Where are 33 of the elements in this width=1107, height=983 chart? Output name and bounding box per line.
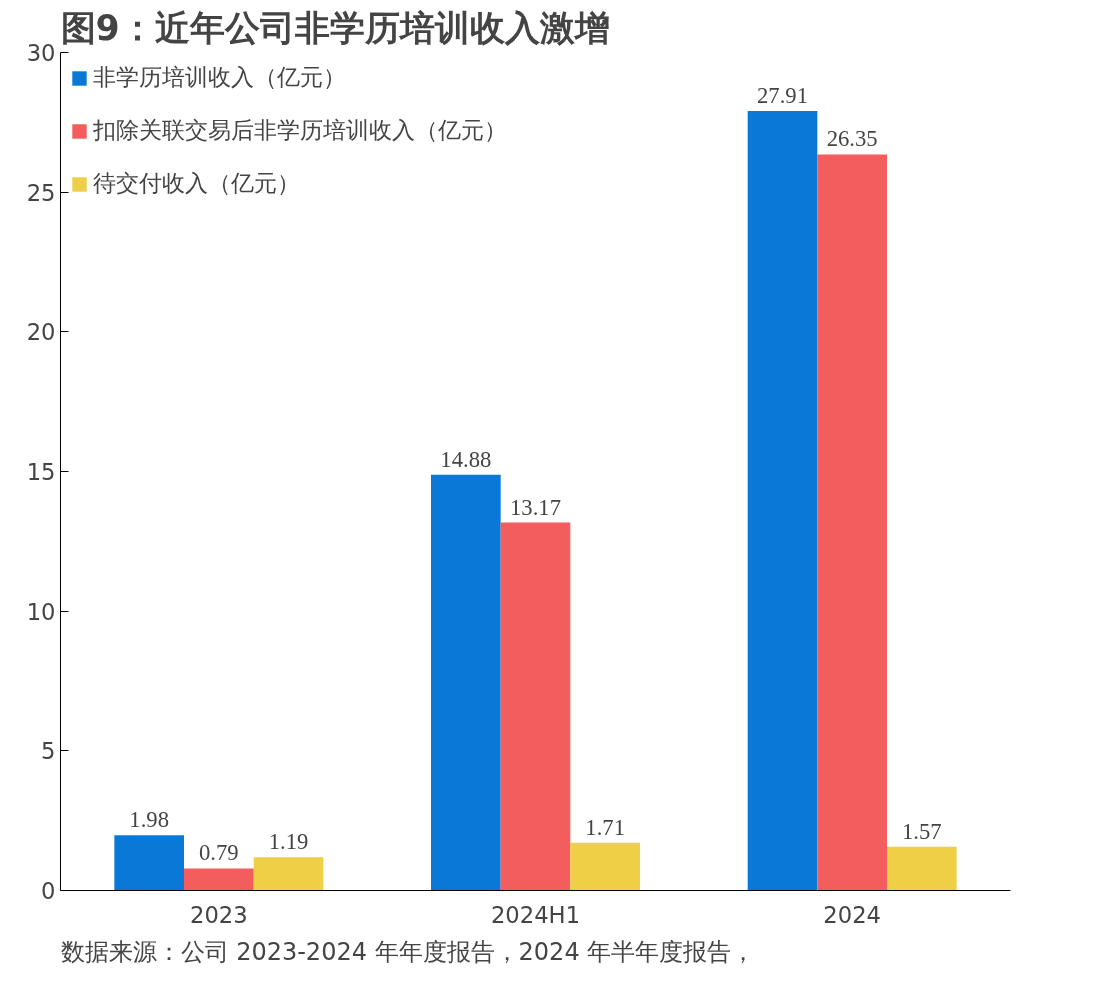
data-label: 14.88 xyxy=(440,446,492,472)
y-tick-label: 30 xyxy=(26,40,56,66)
legend-label: 待交付收入（亿元） xyxy=(93,169,300,198)
y-tick-label: 0 xyxy=(41,878,56,904)
y-tick-label: 25 xyxy=(26,179,56,206)
data-label: 0.79 xyxy=(199,840,239,866)
source-note: 数据来源：公司 2023-2024 年年度报告，2024 年半年度报告， xyxy=(60,937,756,966)
bar xyxy=(887,846,957,891)
y-tick-label: 20 xyxy=(26,319,56,346)
data-label: 13.17 xyxy=(510,494,561,520)
data-label: 1.98 xyxy=(129,807,169,833)
x-tick-label: 2024H1 xyxy=(490,901,581,928)
x-tick-label: 2024 xyxy=(823,901,882,928)
bar xyxy=(747,110,818,891)
bar xyxy=(570,842,640,891)
bar xyxy=(817,154,887,891)
legend-label: 扣除关联交易后非学历培训收入（亿元） xyxy=(93,116,507,145)
bar xyxy=(253,857,324,891)
bar xyxy=(114,835,184,891)
x-tick-label: 2023 xyxy=(190,901,248,928)
bar xyxy=(431,474,501,891)
y-tick-label: 15 xyxy=(26,459,56,485)
y-tick-label: 10 xyxy=(26,598,56,625)
data-label: 1.19 xyxy=(268,829,309,855)
bar xyxy=(500,522,571,891)
data-label: 26.35 xyxy=(826,126,878,152)
data-label: 1.57 xyxy=(902,818,942,844)
data-label: 27.91 xyxy=(757,82,808,108)
chart-title: 图9：近年公司非学历培训收入激增 xyxy=(60,7,610,48)
y-tick-label: 5 xyxy=(41,738,56,765)
bar xyxy=(184,868,254,891)
legend-label: 非学历培训收入（亿元） xyxy=(93,63,346,92)
data-label: 1.71 xyxy=(585,814,625,840)
